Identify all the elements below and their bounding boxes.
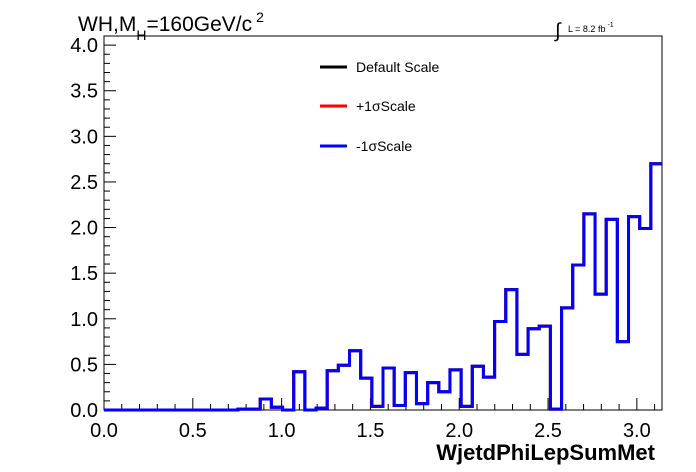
series-line-2 <box>104 162 662 412</box>
chart-title: WH,MH=160GeV/c 2 <box>78 9 264 43</box>
y-tick-label: 0.0 <box>70 400 98 422</box>
legend-entry-plus1sigma: +1σScale <box>320 98 416 114</box>
svg-text:L = 8.2 fb-1: L = 8.2 fb -1 <box>568 22 614 34</box>
x-tick-label: 2.0 <box>445 420 473 442</box>
x-axis-title: WjetdPhiLepSumMet <box>436 440 655 465</box>
y-tick-label: 3.5 <box>70 81 98 103</box>
plot-frame <box>103 35 663 411</box>
y-tick-label: 1.5 <box>70 263 98 285</box>
x-tick-label: 0.5 <box>179 420 207 442</box>
y-axis: 0.0 0.5 1.0 1.5 2.0 2.5 3.0 3.5 4.0 <box>70 35 116 422</box>
y-tick-label: 2.5 <box>70 172 98 194</box>
x-tick-label: 1.0 <box>268 420 296 442</box>
y-tick-label: 4.0 <box>70 35 98 57</box>
legend-label-plus1sigma: +1σScale <box>356 98 416 114</box>
x-tick-label: 2.5 <box>534 420 562 442</box>
series-layer <box>104 162 662 412</box>
legend-label-minus1sigma: -1σScale <box>356 138 412 154</box>
y-tick-label: 0.5 <box>70 354 98 376</box>
x-tick-label: 3.0 <box>623 420 651 442</box>
integral-symbol: ∫ <box>554 20 562 42</box>
legend-entry-default: Default Scale <box>320 59 439 75</box>
legend-entry-minus1sigma: -1σScale <box>320 138 412 154</box>
x-axis: 0.0 0.5 1.0 1.5 2.0 2.5 3.0 <box>90 398 656 442</box>
x-tick-label: 1.5 <box>357 420 385 442</box>
y-tick-label: 1.0 <box>70 309 98 331</box>
x-tick-label: 0.0 <box>90 420 118 442</box>
legend: Default Scale +1σScale -1σScale <box>320 59 439 154</box>
y-tick-label: 3.0 <box>70 126 98 148</box>
legend-label-default: Default Scale <box>356 59 439 75</box>
luminosity-label: ∫ L = 8.2 fb -1 <box>554 20 614 42</box>
y-tick-label: 2.0 <box>70 218 98 240</box>
